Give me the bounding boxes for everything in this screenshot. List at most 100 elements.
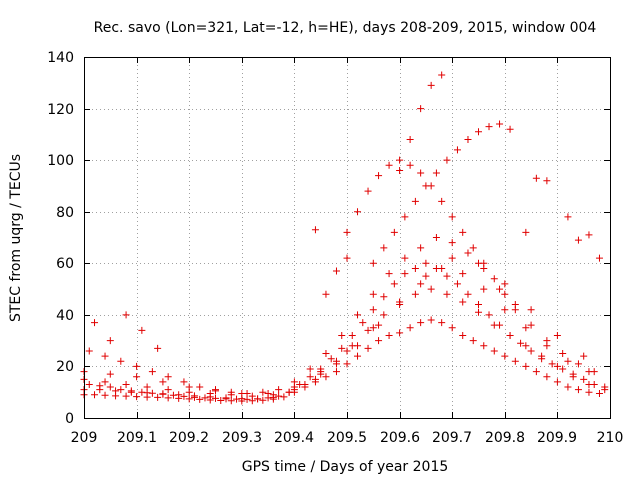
y-tick-label: 40 [56, 308, 74, 324]
data-point [438, 197, 446, 205]
data-point [112, 387, 120, 395]
x-tick-label: 209.3 [222, 430, 262, 446]
data-point [201, 394, 209, 402]
data-point [396, 156, 404, 164]
data-points [80, 71, 609, 405]
data-point [138, 326, 146, 334]
data-point [590, 380, 598, 388]
data-point [369, 324, 377, 332]
data-point [496, 321, 504, 329]
data-point [485, 123, 493, 131]
data-point [180, 378, 188, 386]
data-point [380, 293, 388, 301]
data-point [311, 375, 319, 383]
data-point [175, 391, 183, 399]
series-obs-11 [311, 174, 603, 298]
data-point [522, 342, 530, 350]
data-point [375, 172, 383, 180]
data-point [290, 378, 298, 386]
data-point [227, 388, 235, 396]
data-point [212, 394, 219, 402]
data-point [432, 169, 440, 177]
data-point [480, 259, 488, 267]
data-point [464, 136, 472, 144]
series-obs-6 [85, 234, 598, 398]
data-point [490, 275, 498, 283]
data-point [438, 264, 446, 272]
y-axis-label: STEC from uqrg / TECUs [8, 154, 24, 322]
data-point [475, 128, 482, 136]
data-point [233, 395, 241, 403]
data-point [422, 182, 430, 190]
data-point [496, 285, 504, 293]
data-point [396, 298, 404, 306]
data-point [364, 326, 372, 334]
data-point [443, 272, 451, 280]
axis-ticks: 209 209.1 209.2 209.3 209.4 209.5 209.6 209.7 20… [47, 50, 623, 446]
data-point [553, 378, 561, 386]
data-point [296, 380, 304, 388]
data-point [595, 390, 603, 398]
y-tick-label: 100 [47, 153, 74, 169]
x-tick-label: 209 [71, 430, 98, 446]
data-point [91, 319, 99, 327]
data-point [322, 373, 330, 381]
data-point [317, 368, 325, 376]
data-point [254, 395, 262, 403]
x-tick-label: 209.7 [432, 430, 472, 446]
data-point [501, 352, 509, 360]
data-point [269, 391, 277, 399]
data-point [438, 319, 446, 327]
data-point [222, 395, 230, 403]
data-point [322, 290, 330, 298]
data-point [511, 357, 519, 365]
data-point [406, 136, 414, 144]
data-point [106, 370, 114, 378]
data-point [259, 396, 267, 404]
data-point [422, 272, 430, 280]
data-point [574, 360, 582, 368]
data-point [212, 386, 219, 394]
grid-lines [84, 57, 610, 418]
x-tick-label: 209.5 [327, 430, 367, 446]
data-point [580, 352, 588, 360]
data-point [427, 285, 435, 293]
data-point [385, 331, 393, 339]
y-tick-label: 80 [56, 205, 74, 221]
data-point [311, 226, 319, 234]
data-point [138, 388, 146, 396]
data-point [496, 120, 504, 128]
data-point [427, 316, 435, 324]
data-point [375, 337, 383, 345]
series-obs-1 [80, 316, 603, 405]
data-point [590, 368, 598, 376]
x-tick-label: 209.9 [537, 430, 577, 446]
data-point [485, 311, 493, 319]
data-point [438, 71, 446, 79]
data-point [475, 308, 482, 316]
data-point [343, 228, 351, 236]
data-point [164, 394, 172, 402]
data-point [390, 228, 398, 236]
data-point [322, 350, 330, 358]
y-tick-label: 120 [47, 102, 74, 118]
data-point [154, 393, 162, 401]
data-point [122, 311, 130, 319]
data-point [196, 383, 204, 391]
series-obs-9 [396, 71, 446, 174]
data-point [417, 169, 425, 177]
data-point [117, 386, 125, 394]
data-point [553, 362, 561, 370]
data-point [585, 388, 593, 396]
x-tick-label: 209.4 [274, 430, 314, 446]
data-point [390, 280, 398, 288]
data-point [506, 125, 514, 133]
data-point [275, 392, 283, 400]
data-point [380, 244, 388, 252]
data-point [285, 388, 293, 396]
data-point [448, 213, 456, 221]
data-point [469, 337, 477, 345]
data-point [206, 390, 214, 398]
